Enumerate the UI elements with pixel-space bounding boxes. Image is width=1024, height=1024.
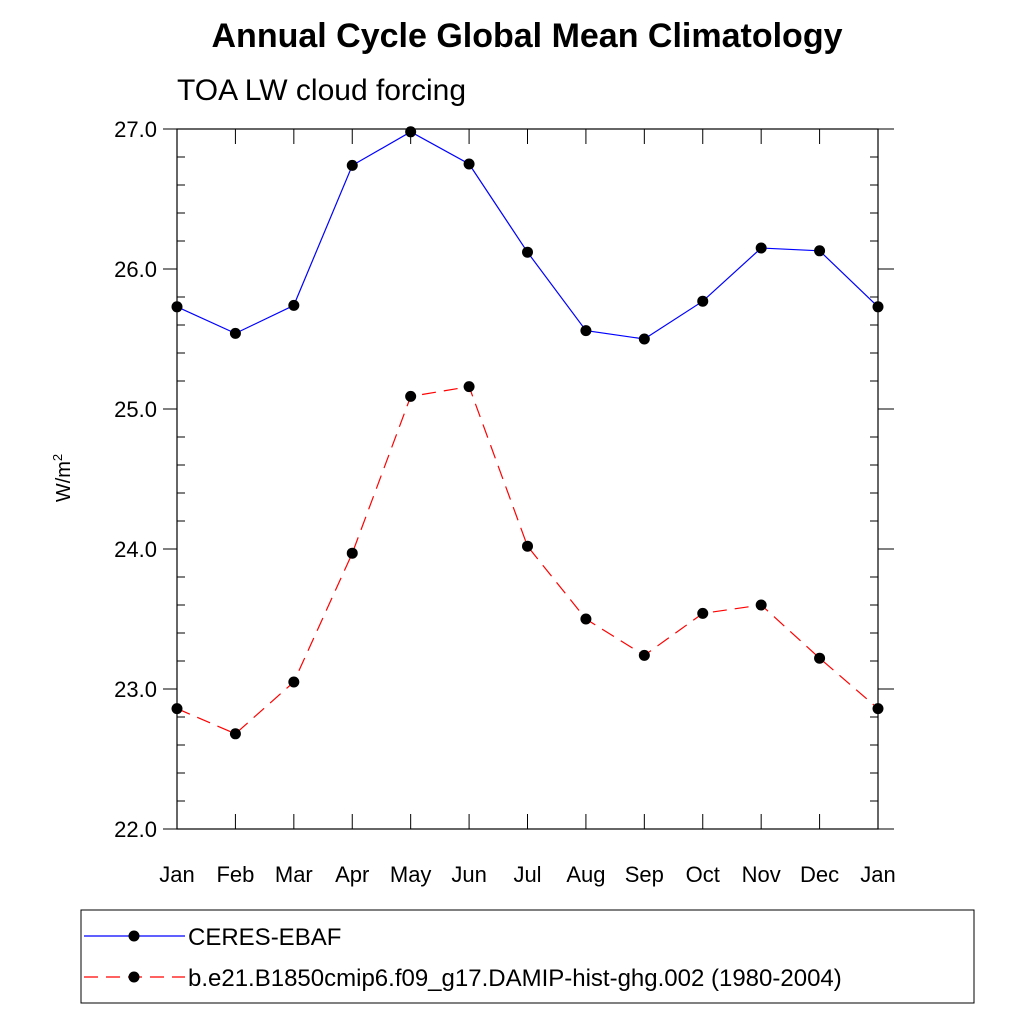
series-1-point bbox=[755, 242, 767, 254]
series-2-point bbox=[872, 703, 884, 715]
series-2-point bbox=[697, 607, 709, 619]
series-1-point bbox=[697, 295, 709, 307]
x-tick-label: Jan bbox=[159, 862, 194, 887]
y-tick-label: 25.0 bbox=[114, 397, 157, 422]
y-tick-label: 22.0 bbox=[114, 817, 157, 842]
series-1-point bbox=[405, 126, 417, 138]
x-tick-label: Aug bbox=[566, 862, 605, 887]
series-1-point bbox=[171, 301, 183, 313]
series-2-point bbox=[288, 676, 300, 688]
series-line-2 bbox=[176, 385, 879, 735]
series-1-point bbox=[288, 299, 300, 311]
series-line-1 bbox=[176, 131, 879, 340]
x-tick-label: Mar bbox=[275, 862, 313, 887]
series-2-point bbox=[463, 381, 475, 393]
x-tick-label: Feb bbox=[216, 862, 254, 887]
series-2-point bbox=[522, 540, 533, 552]
series-1-point bbox=[229, 327, 241, 339]
series-1-point bbox=[346, 159, 358, 171]
series-2-point bbox=[814, 652, 826, 664]
legend: CERES-EBAF b.e21.B1850cmip6.f09_g17.DAMIP… bbox=[84, 924, 842, 992]
series-2-point bbox=[346, 547, 358, 559]
x-tick-label: Dec bbox=[800, 862, 839, 887]
series-1-point bbox=[814, 245, 826, 257]
svg-text:W/m2: W/m2 bbox=[50, 454, 75, 502]
y-tick-label: 24.0 bbox=[114, 537, 157, 562]
axis-ticks bbox=[163, 128, 894, 830]
plot-frame bbox=[176, 128, 879, 830]
series-1-point bbox=[872, 301, 884, 313]
series-1-point bbox=[638, 333, 650, 345]
series-2-point bbox=[638, 649, 650, 661]
x-tick-labels: Jan Feb Mar Apr May Jun Jul Aug Sep Oct Nov Dec Jan bbox=[159, 862, 895, 887]
x-tick-label: Oct bbox=[686, 862, 720, 887]
y-tick-labels: 22.0 23.0 24.0 25.0 26.0 27.0 bbox=[114, 117, 157, 842]
y-axis-label: W/m2 bbox=[50, 454, 75, 502]
legend-box bbox=[80, 909, 975, 1004]
legend-label-2: b.e21.B1850cmip6.f09_g17.DAMIP-hist-ghg.… bbox=[188, 965, 842, 992]
y-axis-label-superscript: 2 bbox=[50, 454, 65, 461]
y-tick-label: 23.0 bbox=[114, 677, 157, 702]
x-tick-label: Jan bbox=[860, 862, 895, 887]
y-axis-label-unit: W/m bbox=[53, 461, 75, 502]
legend-marker-1 bbox=[128, 930, 140, 942]
x-tick-label: Jun bbox=[451, 862, 486, 887]
series-1-point bbox=[463, 158, 475, 170]
chart-title: Annual Cycle Global Mean Climatology bbox=[212, 17, 843, 55]
legend-marker-2 bbox=[128, 971, 140, 983]
series-2-point bbox=[580, 613, 592, 625]
x-tick-label: Sep bbox=[625, 862, 664, 887]
y-tick-label: 26.0 bbox=[114, 257, 157, 282]
x-tick-label: May bbox=[390, 862, 432, 887]
x-tick-label: Jul bbox=[513, 862, 541, 887]
y-tick-label: 27.0 bbox=[114, 117, 157, 142]
legend-label-1: CERES-EBAF bbox=[188, 924, 341, 951]
x-tick-label: Nov bbox=[742, 862, 781, 887]
plot-series bbox=[171, 126, 884, 740]
series-2-point bbox=[229, 728, 241, 740]
series-1-point bbox=[580, 325, 592, 337]
series-2-point bbox=[755, 599, 767, 611]
series-1-point bbox=[522, 246, 533, 258]
x-tick-label: Apr bbox=[335, 862, 369, 887]
series-2-point bbox=[171, 703, 183, 715]
series-2-point bbox=[405, 390, 417, 402]
chart-subtitle: TOA LW cloud forcing bbox=[177, 74, 466, 107]
